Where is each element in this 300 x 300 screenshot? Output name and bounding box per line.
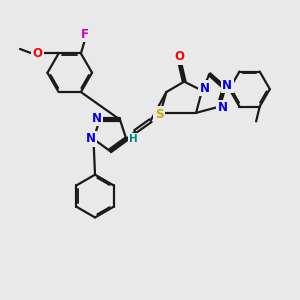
Text: F: F [81,28,89,40]
Text: N: N [222,79,232,92]
Text: N: N [85,133,95,146]
Text: S: S [155,108,163,121]
Text: N: N [92,112,102,125]
Text: N: N [200,82,209,95]
Text: O: O [32,47,42,60]
Text: H: H [129,134,138,144]
Text: O: O [175,50,185,64]
Text: N: N [218,101,227,114]
